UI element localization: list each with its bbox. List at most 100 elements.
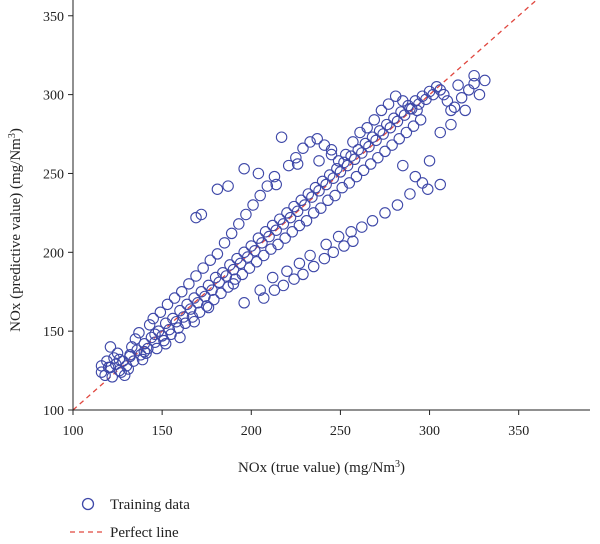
- x-tick-label: 300: [419, 424, 440, 439]
- data-point: [468, 69, 480, 82]
- data-point: [254, 189, 266, 202]
- data-point: [397, 95, 409, 107]
- data-point: [118, 369, 131, 382]
- data-point: [288, 273, 300, 285]
- tick-labels: 100 150 200 250 300 350 100 150 200 250 300 350: [43, 10, 529, 439]
- data-point: [222, 180, 234, 192]
- data-point: [463, 84, 475, 96]
- data-point: [115, 366, 127, 378]
- x-tick-label: 100: [63, 424, 84, 439]
- data-points-layer: [95, 69, 491, 383]
- x-tick-label: 350: [508, 424, 529, 439]
- x-tick-label: 200: [241, 424, 262, 439]
- data-point: [174, 331, 186, 344]
- data-point: [136, 353, 149, 366]
- data-point: [179, 317, 192, 330]
- data-point: [227, 263, 240, 276]
- data-point: [311, 133, 323, 145]
- data-point: [455, 92, 468, 104]
- data-point: [243, 262, 256, 274]
- data-point: [375, 104, 388, 117]
- data-point: [325, 148, 338, 161]
- data-point: [277, 279, 290, 292]
- data-point: [409, 170, 422, 183]
- data-point: [366, 215, 379, 227]
- data-point: [111, 347, 124, 359]
- data-point: [236, 268, 249, 281]
- data-point: [379, 207, 391, 219]
- y-axis-label: NOx (predictive value) (mg/Nm3): [7, 128, 25, 332]
- data-point: [140, 347, 152, 359]
- data-point: [386, 139, 398, 151]
- data-point: [379, 145, 391, 158]
- data-point: [331, 162, 343, 175]
- data-point: [332, 230, 345, 243]
- data-point: [366, 131, 379, 143]
- data-point: [354, 126, 366, 139]
- data-point: [104, 361, 117, 374]
- data-point: [122, 363, 135, 375]
- data-point: [249, 244, 261, 257]
- data-point: [336, 181, 348, 194]
- data-point: [416, 177, 429, 189]
- data-point: [190, 211, 202, 224]
- data-point: [404, 188, 416, 200]
- data-point: [338, 156, 350, 169]
- data-point: [445, 118, 457, 131]
- legend-label-training-data: Training data: [110, 497, 190, 513]
- data-point: [238, 297, 250, 309]
- data-point: [190, 270, 202, 282]
- data-point: [175, 285, 188, 298]
- data-point: [300, 215, 313, 227]
- data-point: [247, 199, 259, 211]
- y-tick-label: 300: [43, 89, 64, 104]
- data-point: [284, 211, 297, 224]
- x-tick-label: 250: [330, 424, 351, 439]
- data-point: [329, 189, 341, 202]
- data-point: [272, 238, 284, 251]
- data-point: [263, 230, 275, 243]
- data-point: [473, 88, 486, 101]
- data-point: [434, 126, 446, 139]
- data-point: [106, 371, 118, 383]
- data-point: [265, 243, 277, 255]
- data-point: [238, 162, 250, 175]
- data-point: [163, 323, 176, 336]
- data-point: [313, 155, 325, 167]
- data-point: [286, 226, 299, 238]
- data-point: [270, 224, 282, 236]
- data-point: [268, 284, 281, 296]
- data-point: [254, 284, 266, 296]
- data-point: [445, 104, 457, 117]
- data-point: [270, 178, 282, 191]
- data-point: [347, 235, 359, 248]
- data-point: [423, 155, 436, 167]
- data-point: [282, 159, 295, 172]
- data-point: [211, 248, 224, 260]
- data-point: [202, 301, 215, 314]
- data-point: [400, 126, 413, 139]
- data-point: [256, 237, 268, 249]
- data-point: [149, 328, 161, 341]
- y-tick-label: 350: [43, 10, 64, 25]
- data-point: [297, 142, 309, 154]
- data-point: [318, 139, 331, 151]
- data-point: [133, 326, 145, 339]
- data-point: [151, 342, 163, 355]
- data-point: [382, 98, 395, 110]
- y-tick-label: 150: [43, 325, 64, 340]
- data-point: [147, 312, 159, 325]
- data-point: [159, 317, 172, 330]
- data-point: [143, 319, 156, 331]
- data-point: [159, 338, 172, 350]
- data-point: [277, 218, 290, 230]
- data-point: [127, 355, 140, 367]
- data-point: [315, 202, 327, 214]
- data-point: [307, 207, 320, 219]
- y-tick-label: 200: [43, 246, 64, 261]
- data-point: [290, 151, 302, 164]
- data-point: [126, 341, 138, 353]
- data-point: [391, 199, 404, 211]
- data-point: [142, 342, 154, 355]
